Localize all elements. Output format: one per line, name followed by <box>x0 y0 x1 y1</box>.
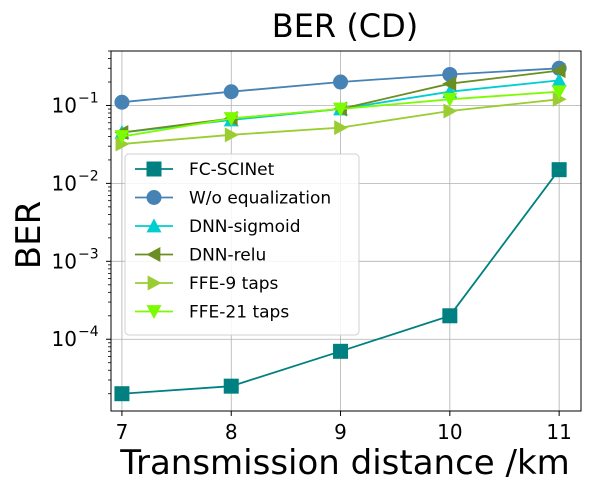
data-point <box>552 91 567 107</box>
y-axis-ticks: 10−410−310−210−1 <box>52 90 111 351</box>
data-point <box>443 103 458 119</box>
y-axis-label: BER <box>9 201 49 269</box>
legend-marker <box>146 190 162 205</box>
y-tick-label: 10 <box>52 327 77 351</box>
x-tick-label: 7 <box>116 420 129 444</box>
y-tick-label: 10 <box>52 171 77 195</box>
x-tick-label: 8 <box>225 420 238 444</box>
legend-label: W/o equalization <box>189 189 331 209</box>
series-ffe-9-taps <box>115 91 567 152</box>
legend-marker <box>146 247 161 262</box>
chart-title: BER (CD) <box>272 7 419 45</box>
x-tick-label: 10 <box>437 420 462 444</box>
data-point <box>551 63 566 79</box>
data-point <box>223 112 239 127</box>
y-tick-exponent: −3 <box>78 246 99 262</box>
data-point <box>114 94 130 110</box>
data-point <box>114 386 130 402</box>
legend-marker <box>146 305 162 319</box>
data-point <box>551 72 567 87</box>
legend-item: W/o equalization <box>135 189 331 209</box>
data-point <box>114 130 130 144</box>
legend-label: FC-SCINet <box>189 160 275 180</box>
legend-item: FFE-21 taps <box>135 303 289 323</box>
data-point <box>334 120 349 136</box>
series-fc-scinet <box>114 162 567 402</box>
data-point <box>442 92 458 107</box>
data-point <box>115 136 130 152</box>
legend-marker <box>147 275 162 291</box>
y-tick-exponent: −2 <box>78 168 99 184</box>
series-group <box>114 60 567 402</box>
data-point <box>224 127 239 143</box>
plot-frame <box>110 50 582 412</box>
legend-box <box>124 153 360 336</box>
legend-item: FFE-9 taps <box>135 274 279 294</box>
data-point <box>333 102 349 117</box>
data-point <box>442 76 457 92</box>
legend-marker <box>146 218 162 233</box>
legend-label: DNN-relu <box>189 246 266 266</box>
x-axis-ticks: 7 8 9 10 11 <box>116 411 572 444</box>
data-point <box>442 308 458 324</box>
data-point <box>333 343 349 359</box>
x-tick-label: 11 <box>546 420 571 444</box>
legend-label: FFE-21 taps <box>189 303 289 323</box>
data-point <box>223 84 239 100</box>
y-tick-exponent: −1 <box>78 90 99 106</box>
y-tick-exponent: −4 <box>78 324 99 340</box>
data-point <box>551 162 567 178</box>
data-point <box>333 74 349 90</box>
x-tick-label: 9 <box>334 420 347 444</box>
legend-item: DNN-sigmoid <box>135 217 301 237</box>
legend: FC-SCINet W/o equalization DNN-sigmoid DNN-… <box>124 153 360 336</box>
legend-item: FC-SCINet <box>135 160 275 180</box>
x-axis-label: Transmission distance /km <box>119 443 570 483</box>
legend-marker <box>146 161 162 177</box>
legend-label: FFE-9 taps <box>189 274 279 294</box>
data-point <box>551 85 567 100</box>
legend-item: DNN-relu <box>135 246 266 266</box>
y-tick-label: 10 <box>52 93 77 117</box>
series-ffe-21-taps <box>114 85 567 144</box>
y-tick-label: 10 <box>52 249 77 273</box>
legend-label: DNN-sigmoid <box>189 217 301 237</box>
data-point <box>223 378 239 394</box>
